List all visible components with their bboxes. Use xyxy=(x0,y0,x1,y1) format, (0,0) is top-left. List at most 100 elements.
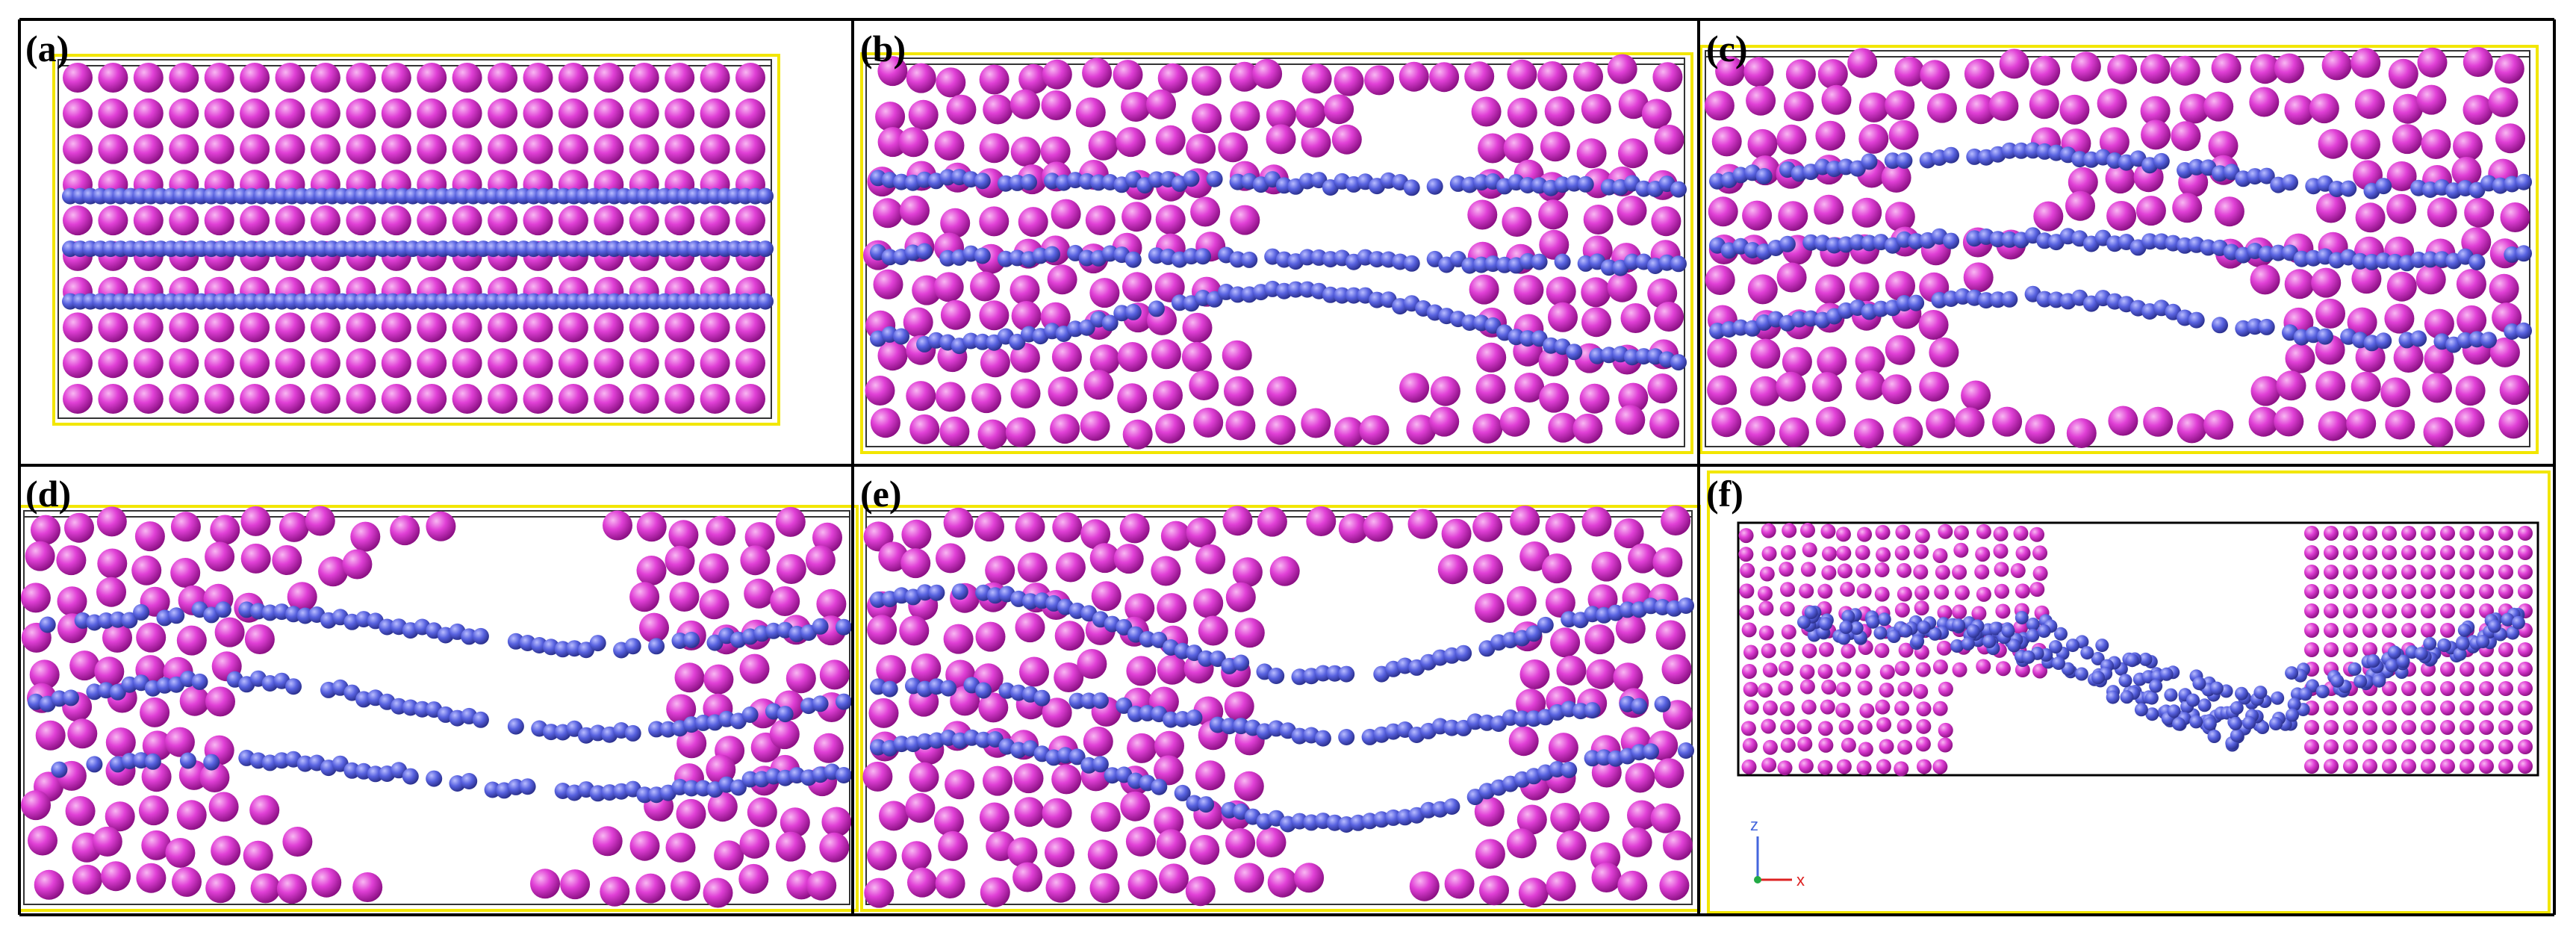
metal-atom xyxy=(1781,544,1796,560)
metal-atom xyxy=(2479,701,2494,715)
metal-atom xyxy=(1652,62,1683,93)
metal-atom xyxy=(2518,720,2533,735)
metal-atom xyxy=(2421,681,2436,696)
carbon-atom xyxy=(2144,691,2159,705)
carbon-atom xyxy=(1148,171,1165,188)
metal-atom xyxy=(142,730,172,761)
carbon-atom xyxy=(2253,686,2268,700)
carbon-atom xyxy=(1896,295,1913,311)
metal-atom xyxy=(2304,565,2319,580)
metal-atom xyxy=(2460,603,2474,618)
metal-atom xyxy=(2421,603,2436,618)
metal-atom xyxy=(1186,518,1216,547)
carbon-atom xyxy=(414,701,431,718)
carbon-atom xyxy=(2414,647,2428,661)
metal-atom xyxy=(205,686,235,717)
metal-atom xyxy=(936,543,965,574)
metal-atom xyxy=(2029,582,2045,597)
metal-atom xyxy=(2421,545,2436,560)
metal-atom xyxy=(1819,642,1835,657)
metal-atom xyxy=(2177,413,2207,444)
metal-atom xyxy=(1797,736,1813,752)
metal-atom xyxy=(1080,519,1111,550)
carbon-atom xyxy=(2001,231,2018,248)
metal-atom xyxy=(34,869,64,900)
carbon-atom xyxy=(2247,168,2263,185)
metal-atom xyxy=(1324,94,1354,125)
metal-atom xyxy=(64,512,94,543)
metal-atom xyxy=(1051,764,1082,795)
metal-atom xyxy=(1916,718,1932,734)
metal-atom xyxy=(1780,719,1796,735)
metal-atom xyxy=(1222,506,1253,536)
metal-atom xyxy=(133,134,164,164)
metal-atom xyxy=(1077,649,1107,679)
metal-atom xyxy=(452,63,482,93)
metal-atom xyxy=(1544,96,1575,127)
carbon-atom xyxy=(2437,639,2451,653)
metal-atom xyxy=(1707,375,1737,406)
carbon-atom xyxy=(1978,292,1994,309)
carbon-atom xyxy=(1033,689,1051,706)
metal-atom xyxy=(1045,837,1074,868)
axis-label: x xyxy=(1796,871,1805,889)
metal-atom xyxy=(1155,413,1186,444)
metal-atom xyxy=(2382,720,2397,735)
metal-atom xyxy=(1082,58,1113,88)
metal-atom xyxy=(2010,563,2026,579)
metal-atom xyxy=(1113,60,1143,90)
carbon-atom xyxy=(2036,291,2053,308)
metal-atom xyxy=(2498,720,2513,735)
metal-atom xyxy=(1146,89,1176,119)
metal-atom xyxy=(67,718,98,749)
metal-atom xyxy=(2248,406,2279,437)
metal-atom xyxy=(1817,721,1833,736)
metal-atom xyxy=(1476,342,1507,373)
metal-atom xyxy=(2304,603,2319,618)
carbon-atom xyxy=(343,762,361,779)
metal-atom xyxy=(594,312,624,343)
carbon-atom xyxy=(1819,617,1833,631)
metal-atom xyxy=(1898,642,1914,658)
metal-atom xyxy=(1759,566,1775,582)
metal-atom xyxy=(169,205,199,236)
metal-atom xyxy=(2025,414,2056,444)
carbon-atom xyxy=(1797,615,1811,630)
metal-atom xyxy=(69,650,100,681)
metal-atom xyxy=(2362,701,2377,715)
metal-atom xyxy=(1338,513,1369,544)
metal-atom xyxy=(2033,201,2064,232)
metal-atom xyxy=(1914,528,1930,544)
metal-atom xyxy=(1857,680,1873,696)
metal-atom xyxy=(1742,200,1773,231)
carbon-atom xyxy=(461,628,478,645)
metal-atom xyxy=(1193,588,1224,618)
carbon-atom xyxy=(39,616,56,633)
carbon-atom xyxy=(2453,647,2467,661)
metal-atom xyxy=(2498,739,2513,754)
metal-atom xyxy=(240,134,270,164)
carbon-atom xyxy=(1334,287,1351,304)
metal-atom xyxy=(426,511,456,541)
atoms xyxy=(862,506,1694,908)
metal-atom xyxy=(1932,759,1948,774)
metal-atom xyxy=(707,792,738,822)
metal-atom xyxy=(1018,63,1049,94)
axis-origin xyxy=(1754,876,1761,883)
panel-label: (c) xyxy=(1706,28,1748,69)
carbon-atom xyxy=(2192,677,2206,691)
metal-atom xyxy=(1954,585,1970,600)
metal-atom xyxy=(1546,276,1576,307)
metal-atom xyxy=(665,63,695,93)
carbon-atom xyxy=(1385,809,1401,826)
metal-atom xyxy=(1963,262,1994,293)
metal-atom xyxy=(1856,583,1872,599)
metal-atom xyxy=(2362,739,2377,754)
metal-atom xyxy=(1614,518,1644,549)
carbon-atom xyxy=(1314,665,1331,682)
metal-atom xyxy=(1758,586,1773,601)
metal-atom xyxy=(1182,312,1213,343)
metal-atom xyxy=(1821,565,1837,580)
carbon-atom xyxy=(2118,674,2132,688)
